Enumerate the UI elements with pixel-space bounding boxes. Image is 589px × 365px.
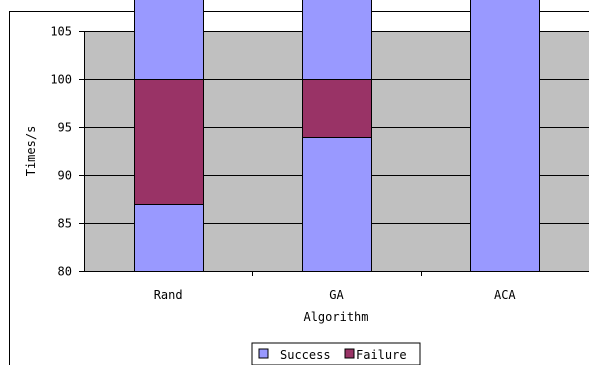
x-category-label: ACA <box>494 288 516 302</box>
legend-swatch-success <box>258 348 269 359</box>
y-tick-label: 95 <box>58 121 72 135</box>
x-category-labels: Rand GA ACA <box>154 271 516 302</box>
bar-success-aca <box>470 0 540 272</box>
axes <box>84 31 589 272</box>
chart-frame <box>9 11 589 365</box>
y-tick-label: 100 <box>50 73 72 87</box>
y-tick-labels: 80 85 90 95 100 105 <box>50 25 84 279</box>
bars <box>134 0 540 272</box>
bar-failure-ga <box>302 79 372 138</box>
x-axis-title: Algorithm <box>303 310 368 324</box>
y-axis-title: Times/s <box>24 126 38 177</box>
y-tick-label: 105 <box>50 25 72 39</box>
y-tick-label: 90 <box>58 169 72 183</box>
bar-failure-rand <box>134 79 204 205</box>
legend-swatch-failure <box>344 348 355 359</box>
legend-label-failure: Failure <box>356 348 407 362</box>
legend-label-success: Success <box>280 348 331 362</box>
legend-box <box>251 342 421 365</box>
x-category-label: Rand <box>154 288 183 302</box>
y-tick-label: 85 <box>58 217 72 231</box>
y-tick-label: 80 <box>58 265 72 279</box>
legend: Success Failure <box>251 342 421 365</box>
x-category-label: GA <box>329 288 344 302</box>
